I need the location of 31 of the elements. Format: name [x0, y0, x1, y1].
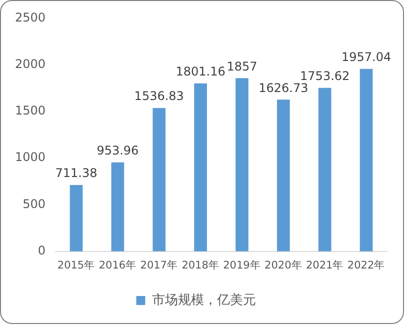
x-tick-label: 2020年 — [264, 259, 302, 272]
data-label: 953.96 — [96, 144, 139, 158]
bar — [318, 88, 332, 252]
bar — [194, 83, 207, 252]
bar — [70, 185, 83, 252]
y-tick-label: 0 — [38, 244, 46, 258]
x-tick-label: 2015年 — [57, 259, 96, 272]
y-tick-label: 2500 — [14, 10, 46, 24]
x-tick-label: 2018年 — [182, 259, 220, 272]
legend-label: 市场规模，亿美元 — [152, 292, 256, 308]
bar — [111, 162, 124, 252]
bar — [276, 100, 290, 252]
data-label: 1626.73 — [258, 80, 308, 95]
data-label: 1857 — [226, 59, 258, 74]
x-tick-label: 2022年 — [347, 259, 386, 272]
data-label: 1957.04 — [341, 50, 392, 64]
bar — [236, 78, 248, 252]
y-tick-label: 1500 — [14, 104, 46, 118]
data-label: 1753.62 — [300, 68, 350, 83]
y-tick-label: 500 — [22, 196, 46, 211]
data-label: 1536.83 — [134, 89, 184, 104]
bar — [152, 108, 166, 252]
x-tick-label: 2017年 — [140, 259, 178, 272]
x-tick-label: 2021年 — [306, 259, 344, 272]
x-tick-label: 2019年 — [223, 259, 261, 272]
data-label: 711.38 — [55, 166, 98, 180]
x-tick-label: 2016年 — [98, 259, 137, 272]
bar — [360, 68, 373, 252]
y-tick-label: 2000 — [14, 56, 46, 71]
y-tick-label: 1000 — [14, 150, 46, 164]
data-label: 1801.16 — [176, 64, 226, 79]
